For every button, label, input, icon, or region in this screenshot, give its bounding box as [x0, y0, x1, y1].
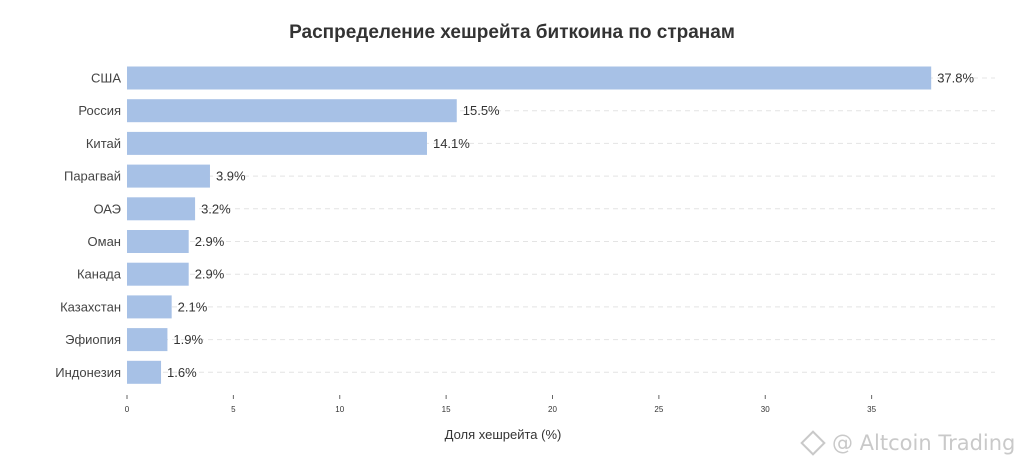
- category-labels: США Россия Китай Парагвай ОАЭ Оман Канада Казах…: [55, 71, 122, 380]
- value-label: 1.6%: [167, 365, 197, 380]
- value-label: 3.2%: [201, 201, 231, 216]
- watermark: @ Altcoin Trading: [800, 428, 1020, 458]
- x-tick-label: 30: [761, 405, 770, 414]
- category-label: Оман: [88, 234, 121, 249]
- bar: [127, 328, 168, 352]
- value-label: 1.9%: [173, 332, 203, 347]
- category-label: Казахстан: [60, 299, 121, 314]
- x-tick-label: 25: [654, 405, 663, 414]
- value-label: 2.9%: [195, 267, 225, 282]
- category-label: Китай: [86, 136, 121, 151]
- value-label: 14.1%: [433, 136, 470, 151]
- bar: [127, 262, 189, 286]
- bar: [127, 99, 457, 123]
- value-labels: 37.8% 15.5% 14.1% 3.9% 3.2% 2.9% 2.9% 2.1% 1.9% 1…: [167, 71, 974, 380]
- watermark-text: @ Altcoin Trading: [832, 431, 1016, 455]
- binance-logo-icon: [800, 430, 826, 456]
- value-label: 37.8%: [937, 71, 974, 86]
- bar: [127, 197, 196, 221]
- value-label: 3.9%: [216, 169, 246, 184]
- category-label: США: [91, 71, 121, 86]
- bars: [127, 66, 932, 384]
- x-axis: 0 5 10 15 20 25 30 35: [125, 395, 877, 414]
- category-label: Канада: [77, 267, 122, 282]
- x-tick-label: 35: [867, 405, 876, 414]
- category-label: Индонезия: [55, 365, 121, 380]
- value-label: 15.5%: [463, 103, 500, 118]
- bar: [127, 360, 162, 384]
- bar: [127, 66, 932, 90]
- category-label: Россия: [78, 103, 121, 118]
- bar: [127, 164, 210, 188]
- x-axis-title: Доля хешрейта (%): [445, 427, 562, 442]
- category-label: Эфиопия: [65, 332, 121, 347]
- value-label: 2.9%: [195, 234, 225, 249]
- x-tick-label: 10: [335, 405, 344, 414]
- value-label: 2.1%: [178, 299, 208, 314]
- x-tick-label: 5: [231, 405, 236, 414]
- bar: [127, 131, 427, 155]
- category-label: ОАЭ: [93, 201, 121, 216]
- x-tick-label: 15: [442, 405, 451, 414]
- category-label: Парагвай: [64, 169, 121, 184]
- bar: [127, 230, 189, 253]
- bar: [127, 295, 172, 319]
- chart-title: Распределение хешрейта биткоина по стран…: [289, 22, 735, 43]
- x-tick-label: 0: [125, 405, 130, 414]
- x-tick-label: 20: [548, 405, 557, 414]
